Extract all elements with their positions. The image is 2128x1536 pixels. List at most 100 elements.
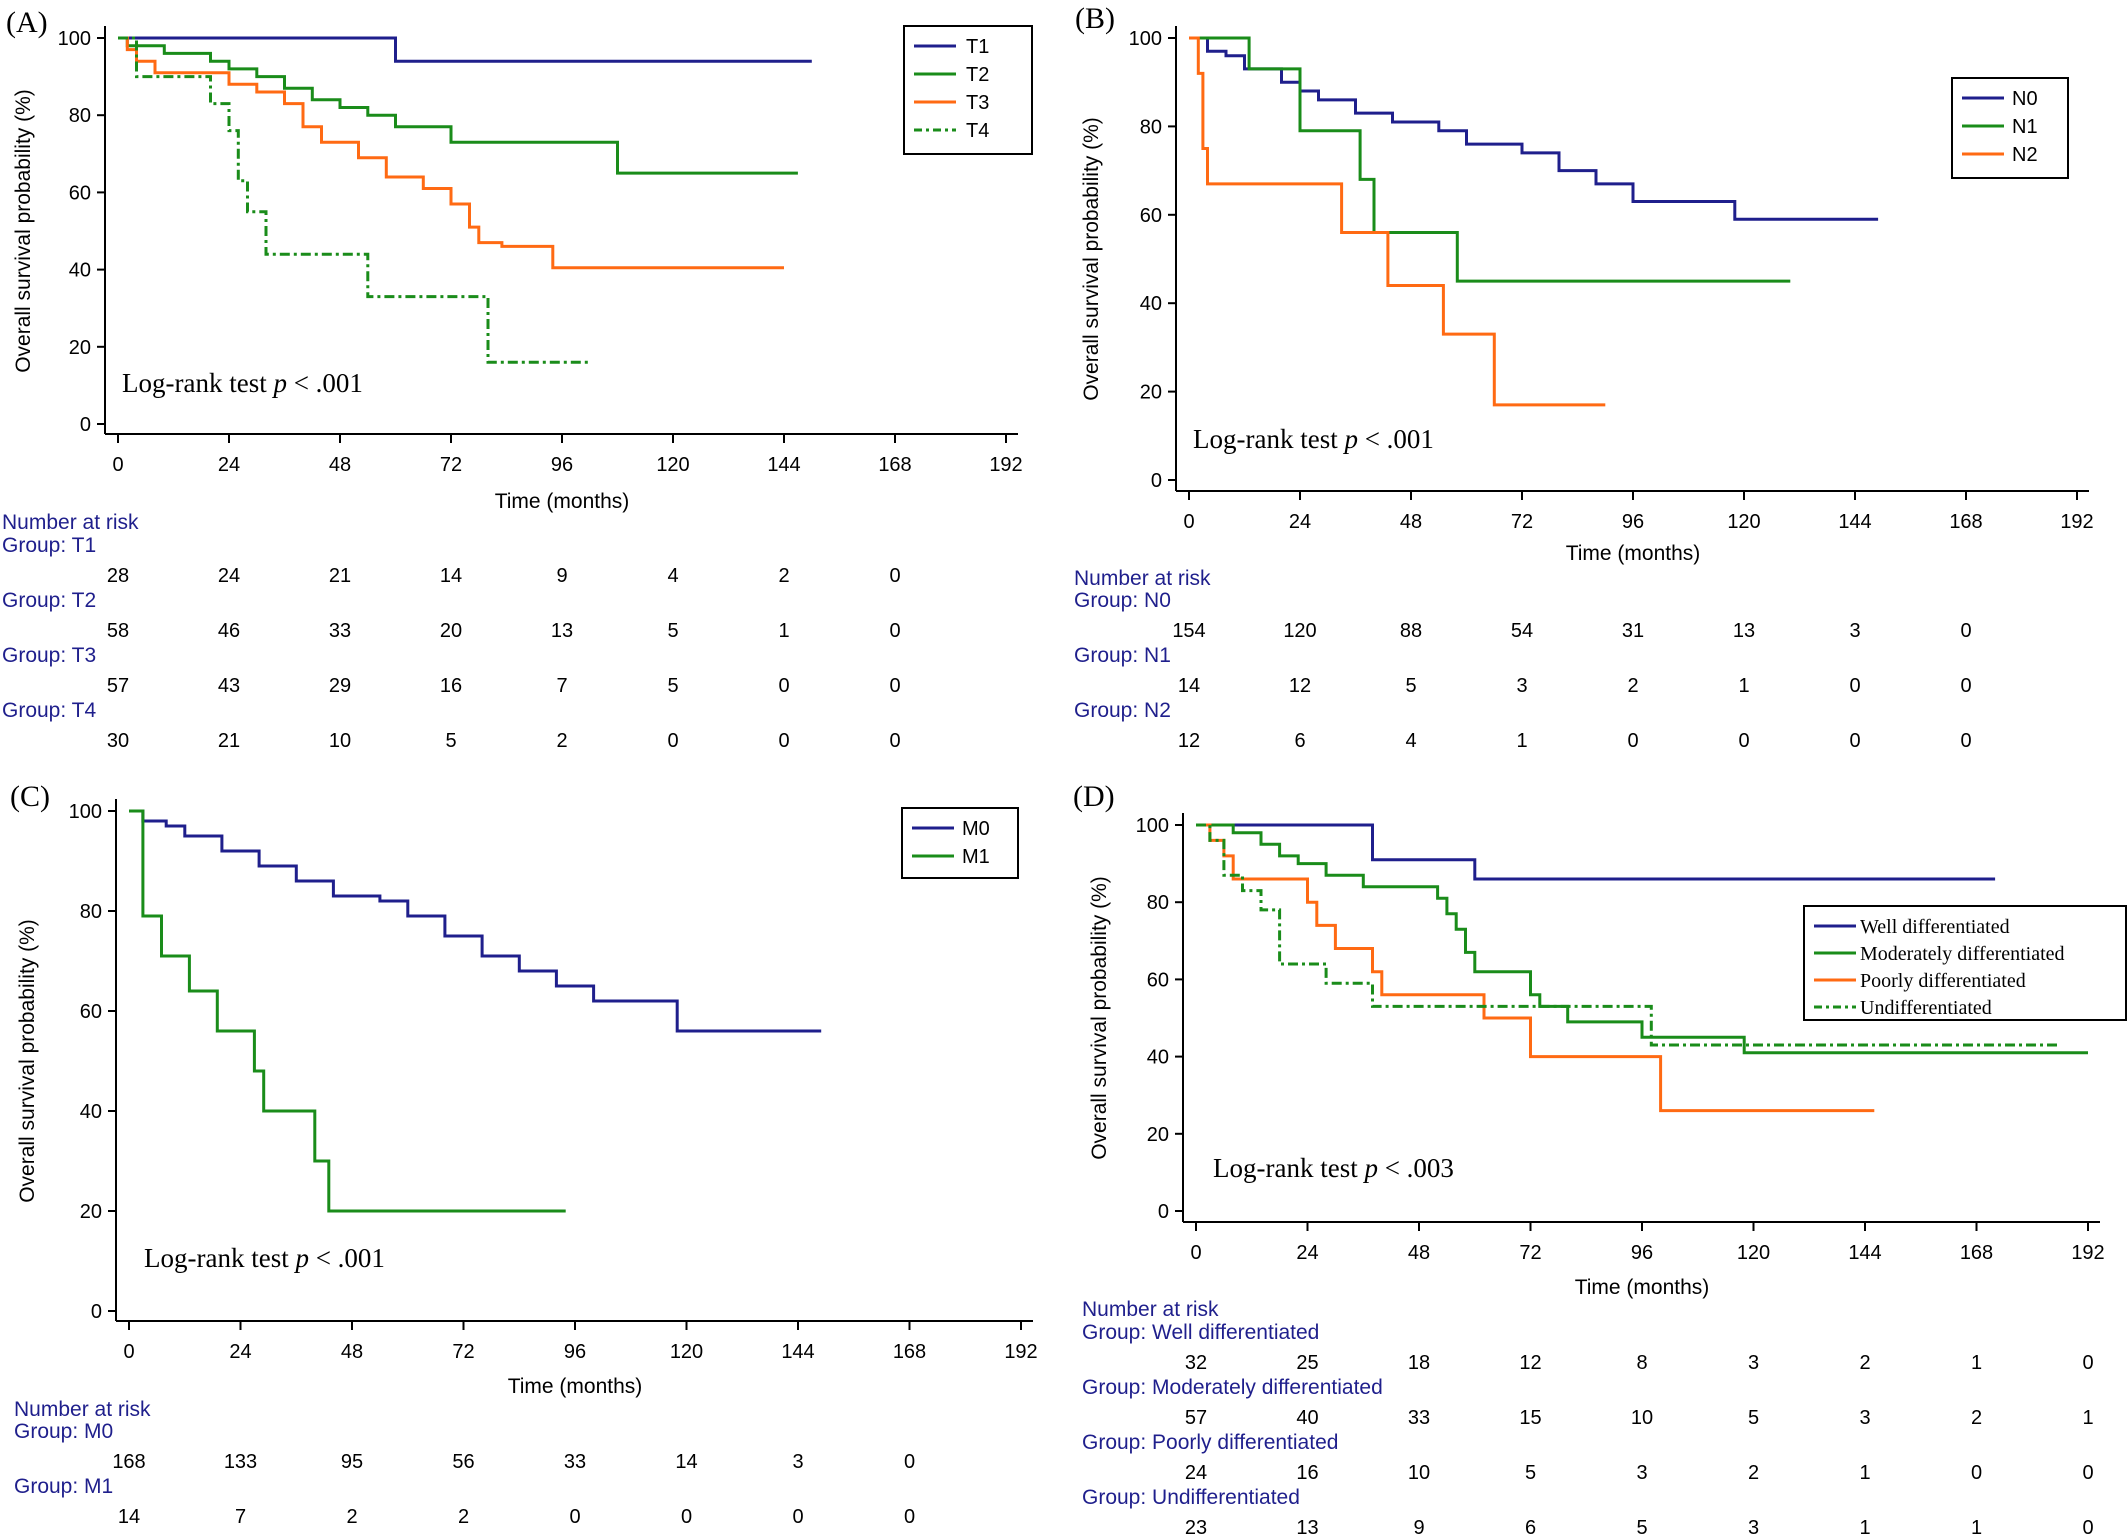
annotation-rest: < .001 — [309, 1243, 385, 1273]
x-tick-label: 192 — [1004, 1341, 1037, 1363]
risk-value: 133 — [224, 1451, 257, 1473]
risk-group-label: Group: N1 — [1074, 644, 1171, 667]
risk-value: 0 — [667, 730, 678, 752]
series-line-t4 — [118, 36, 590, 364]
risk-value: 6 — [1294, 730, 1305, 752]
y-tick-label: 20 — [1140, 382, 1162, 404]
risk-value: 0 — [778, 675, 789, 697]
risk-group-label: Group: T2 — [2, 589, 96, 612]
risk-value: 12 — [1178, 730, 1200, 752]
risk-value: 1 — [1738, 675, 1749, 697]
risk-value: 3 — [792, 1451, 803, 1473]
risk-value: 120 — [1283, 620, 1316, 642]
series-line-t1 — [118, 36, 812, 63]
x-tick-label: 0 — [112, 454, 123, 476]
x-tick-label: 120 — [670, 1341, 703, 1363]
legend-label: Well differentiated — [1860, 916, 2010, 938]
y-tick-label: 40 — [80, 1101, 102, 1123]
risk-value: 14 — [675, 1451, 697, 1473]
risk-value: 95 — [341, 1451, 363, 1473]
risk-group-label: Group: Undifferentiated — [1082, 1486, 1300, 1509]
panel-letter: (B) — [1075, 2, 1115, 35]
y-tick-label: 40 — [1147, 1047, 1169, 1069]
risk-group-label: Group: Poorly differentiated — [1082, 1431, 1338, 1454]
x-tick-label: 192 — [2071, 1242, 2104, 1264]
risk-value: 9 — [556, 565, 567, 587]
risk-group-label: Group: T3 — [2, 644, 96, 667]
legend-label: M0 — [962, 818, 990, 840]
x-axis-title: Time (months) — [1566, 542, 1701, 565]
risk-value: 3 — [1859, 1407, 1870, 1429]
y-tick-label: 0 — [91, 1301, 102, 1323]
annotation-rest: < .003 — [1378, 1153, 1454, 1183]
y-tick-label: 100 — [1129, 28, 1162, 50]
risk-value: 21 — [218, 730, 240, 752]
risk-value: 3 — [1748, 1352, 1759, 1374]
risk-table-header: Number at risk — [1082, 1298, 1219, 1321]
x-axis-title: Time (months) — [1575, 1276, 1710, 1299]
risk-value: 2 — [778, 565, 789, 587]
risk-value: 0 — [569, 1506, 580, 1528]
x-tick-label: 48 — [1408, 1242, 1430, 1264]
risk-value: 10 — [1631, 1407, 1653, 1429]
risk-value: 1 — [1516, 730, 1527, 752]
risk-value: 0 — [904, 1451, 915, 1473]
risk-value: 3 — [1748, 1517, 1759, 1536]
panel-letter: (A) — [6, 6, 48, 39]
annotation-text: Log-rank test — [144, 1243, 295, 1273]
x-tick-label: 96 — [551, 454, 573, 476]
legend-box — [903, 25, 1033, 155]
risk-group-label: Group: Well differentiated — [1082, 1321, 1319, 1344]
logrank-annotation: Log-rank test p < .003 — [1213, 1153, 1454, 1183]
legend-label: M1 — [962, 846, 990, 868]
risk-value: 57 — [1185, 1407, 1207, 1429]
risk-value: 46 — [218, 620, 240, 642]
risk-value: 57 — [107, 675, 129, 697]
risk-group-label: Group: Moderately differentiated — [1082, 1376, 1383, 1399]
y-tick-label: 40 — [1140, 293, 1162, 315]
risk-value: 2 — [556, 730, 567, 752]
risk-value: 0 — [2082, 1462, 2093, 1484]
legend-label: T1 — [966, 36, 989, 58]
risk-value: 5 — [1748, 1407, 1759, 1429]
series-line-t2 — [118, 36, 798, 175]
risk-value: 58 — [107, 620, 129, 642]
y-tick-label: 20 — [1147, 1124, 1169, 1146]
y-axis-title: Overall survival probability (%) — [16, 919, 39, 1203]
risk-value: 10 — [329, 730, 351, 752]
risk-value: 4 — [1405, 730, 1416, 752]
x-tick-label: 168 — [893, 1341, 926, 1363]
legend-label: Moderately differentiated — [1860, 943, 2065, 965]
risk-value: 0 — [904, 1506, 915, 1528]
risk-table-header: Number at risk — [1074, 567, 1211, 590]
logrank-annotation: Log-rank test p < .001 — [1193, 424, 1434, 454]
risk-value: 5 — [445, 730, 456, 752]
risk-value: 0 — [889, 620, 900, 642]
risk-group-label: Group: T4 — [2, 699, 96, 722]
risk-value: 13 — [551, 620, 573, 642]
y-tick-label: 60 — [1140, 205, 1162, 227]
risk-value: 12 — [1519, 1352, 1541, 1374]
risk-value: 0 — [778, 730, 789, 752]
legend-label: Undifferentiated — [1860, 997, 1992, 1019]
risk-value: 0 — [1849, 675, 1860, 697]
annotation-p: p — [271, 368, 287, 398]
legend-label: Poorly differentiated — [1860, 970, 2026, 992]
series-line-well-differentiated — [1196, 823, 1996, 881]
risk-value: 33 — [329, 620, 351, 642]
legend-box — [1951, 77, 2069, 179]
annotation-text: Log-rank test — [122, 368, 273, 398]
x-tick-label: 192 — [989, 454, 1022, 476]
x-tick-label: 48 — [341, 1341, 363, 1363]
risk-value: 5 — [1525, 1462, 1536, 1484]
legend-box — [1803, 905, 2127, 1021]
x-tick-label: 120 — [1737, 1242, 1770, 1264]
